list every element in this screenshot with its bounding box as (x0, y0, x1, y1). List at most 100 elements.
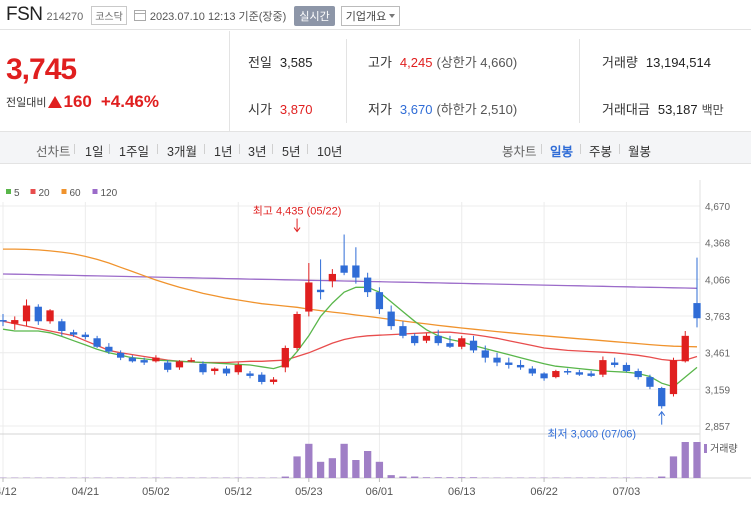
ma60-line (3, 248, 698, 348)
x-tick-label: 05/12 (224, 486, 252, 498)
chevron-down-icon (389, 13, 396, 18)
volume-bar (293, 456, 301, 478)
stats-grid: 전일 3,585 시가 3,870 고가 4,245 (상한가 4,660) 저… (231, 31, 751, 131)
candle-body (693, 303, 701, 319)
candle-body (611, 362, 619, 365)
candle-body (387, 311, 395, 327)
stat-high-label: 고가 (368, 55, 392, 70)
legend-label-20: 20 (39, 188, 51, 199)
stat-prev-value: 3,585 (279, 55, 313, 70)
y-tick-label: 4,368 (705, 239, 730, 250)
candle-body (587, 373, 595, 376)
stat-amount-value: 53,187 (657, 102, 698, 117)
candle-body (481, 350, 489, 358)
x-tick-label: 07/03 (613, 486, 641, 498)
candle-body (352, 265, 360, 278)
tab-weekly[interactable]: 주봉 (589, 145, 613, 159)
divider (619, 144, 620, 154)
divider (109, 144, 110, 154)
range-1w[interactable]: 1주일 (119, 145, 149, 159)
volume-label: 거래량 (710, 443, 738, 455)
y-tick-label: 2,857 (705, 422, 730, 433)
candle-body (552, 371, 560, 378)
legend-swatch-60 (61, 189, 67, 194)
candle-body (658, 388, 666, 407)
legend-swatch-120 (92, 189, 98, 194)
stat-amount-label: 거래대금 (602, 102, 650, 117)
candle-body (22, 305, 31, 322)
candle-body (540, 373, 548, 379)
candle-body (81, 334, 89, 338)
candle-body (246, 373, 254, 376)
range-1d[interactable]: 1일 (85, 145, 104, 159)
candle-body (458, 338, 466, 347)
legend-swatch-20 (30, 189, 36, 194)
volume-bar (469, 477, 478, 478)
volume-legend-swatch (704, 444, 707, 453)
volume-bar (316, 461, 325, 478)
candle-body (528, 368, 536, 374)
volume-bar (305, 443, 313, 478)
candle-body (46, 310, 54, 322)
stock-header: FSN 214270 코스닥 2023.07.10 12:13 기준(장중) 실… (0, 0, 751, 30)
divider (239, 144, 240, 154)
stat-high: 고가 4,245 (상한가 4,660) (368, 52, 517, 71)
candle-body (211, 368, 219, 372)
x-tick-label: 06/13 (448, 486, 476, 498)
stat-open-value: 3,870 (279, 102, 313, 117)
tab-daily[interactable]: 일봉 (550, 145, 574, 159)
candle-body (34, 306, 42, 322)
candle-body (305, 282, 313, 312)
candle-body (93, 338, 101, 347)
x-tick-label: 05/23 (295, 486, 323, 498)
legend-label-120: 120 (101, 188, 118, 199)
divider (307, 144, 308, 154)
stock-chart[interactable]: 5 20 60 120 4,670 4,368 4,066 3,763 3,461 3,159 2,… (0, 180, 751, 514)
stat-amount-unit: 백만 (701, 103, 724, 117)
x-tick-label: 04/21 (72, 486, 100, 498)
candle-body (11, 320, 19, 324)
range-10y[interactable]: 10년 (317, 145, 343, 159)
candle-body (328, 273, 337, 282)
candle-body (152, 357, 160, 362)
candle-body (399, 326, 407, 336)
stat-low-label: 저가 (368, 102, 392, 117)
candle-body (281, 347, 289, 368)
candle-body (411, 335, 419, 344)
volume-bar (669, 456, 678, 478)
volume-bar (328, 458, 337, 478)
stat-volume-label: 거래량 (602, 55, 638, 70)
range-1y[interactable]: 1년 (214, 145, 233, 159)
volume-bar (681, 442, 689, 478)
company-overview-label: 기업개요 (345, 10, 387, 23)
candle-body (493, 357, 501, 363)
x-tick-label: 06/01 (366, 486, 394, 498)
divider (74, 144, 75, 154)
range-3y[interactable]: 3년 (248, 145, 267, 159)
tab-monthly[interactable]: 월봉 (628, 145, 652, 159)
volume-bar (458, 477, 466, 478)
stat-volume-value: 13,194,514 (645, 55, 711, 70)
candle-body (116, 352, 125, 358)
candle-body (681, 335, 689, 362)
volume-bar (434, 477, 442, 478)
candle-body (175, 361, 184, 368)
line-chart-label[interactable]: 선차트 (36, 145, 71, 159)
divider (541, 144, 542, 154)
candle-chart-label[interactable]: 봉차트 (502, 145, 537, 159)
stat-low: 저가 3,670 (하한가 2,510) (368, 99, 517, 118)
stat-open-label: 시가 (248, 102, 272, 117)
ma5-line (2, 286, 698, 388)
candle-body (222, 368, 231, 374)
annotation-high: 최고 4,435 (05/22) (253, 205, 342, 218)
company-overview-dropdown[interactable]: 기업개요 (340, 5, 401, 26)
candle-body (140, 360, 148, 363)
range-5y[interactable]: 5년 (282, 145, 301, 159)
range-3m[interactable]: 3개월 (167, 145, 197, 159)
change-label: 전일대비 (6, 97, 47, 109)
candle-body (469, 340, 478, 351)
volume-bar (340, 443, 348, 478)
y-tick-label: 3,461 (705, 349, 730, 360)
y-tick-label: 3,763 (705, 312, 730, 323)
realtime-button[interactable]: 실시간 (294, 5, 335, 26)
